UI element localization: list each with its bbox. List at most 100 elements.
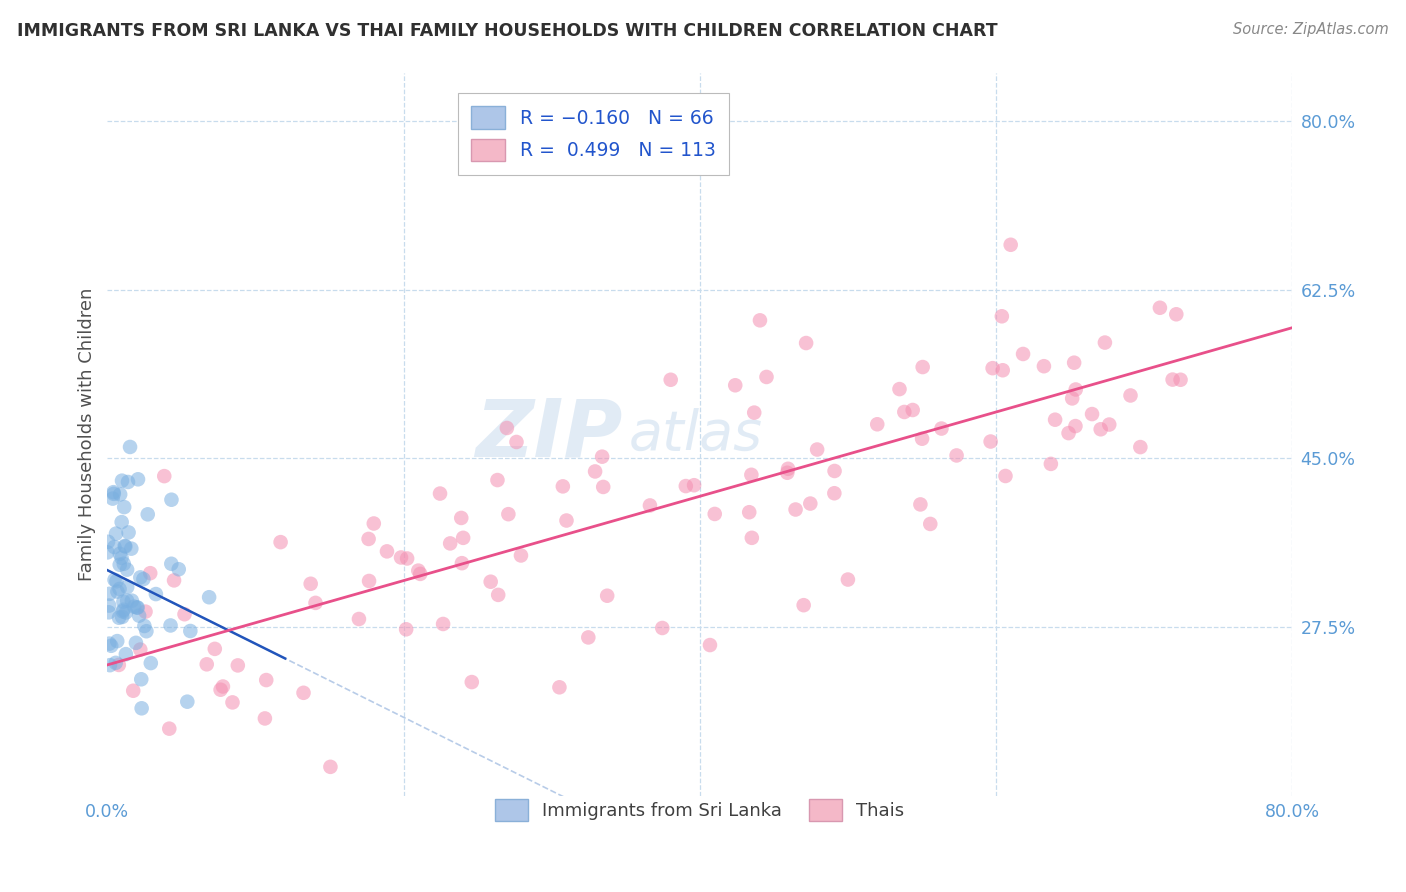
Text: IMMIGRANTS FROM SRI LANKA VS THAI FAMILY HOUSEHOLDS WITH CHILDREN CORRELATION CH: IMMIGRANTS FROM SRI LANKA VS THAI FAMILY… [17, 22, 997, 40]
Point [592, 480, 614, 494]
Point [703, 507, 725, 521]
Point [1057, 426, 1080, 441]
Point [115, 563, 138, 577]
Point [139, 656, 162, 670]
Point [304, 596, 326, 610]
Point [136, 508, 159, 522]
Point [375, 544, 398, 558]
Point [1000, 237, 1022, 252]
Point [347, 612, 370, 626]
Text: Source: ZipAtlas.com: Source: ZipAtlas.com [1233, 22, 1389, 37]
Point [112, 557, 135, 571]
Point [357, 574, 380, 588]
Point [128, 608, 150, 623]
Point [176, 695, 198, 709]
Point [163, 574, 186, 588]
Point [363, 516, 385, 531]
Point [104, 526, 127, 541]
Point [724, 378, 747, 392]
Point [112, 594, 135, 608]
Point [439, 536, 461, 550]
Point [111, 515, 134, 529]
Point [911, 432, 934, 446]
Point [105, 634, 128, 648]
Point [749, 313, 772, 327]
Point [591, 450, 613, 464]
Point [991, 310, 1014, 324]
Point [1170, 373, 1192, 387]
Point [160, 557, 183, 571]
Point [755, 370, 778, 384]
Point [122, 683, 145, 698]
Point [451, 556, 474, 570]
Point [548, 680, 571, 694]
Point [432, 617, 454, 632]
Point [159, 618, 181, 632]
Point [461, 675, 484, 690]
Point [179, 624, 201, 638]
Point [253, 711, 276, 725]
Point [120, 541, 142, 556]
Point [96, 545, 118, 559]
Point [112, 500, 135, 514]
Point [160, 492, 183, 507]
Point [1098, 417, 1121, 432]
Point [396, 551, 419, 566]
Point [98, 637, 121, 651]
Point [173, 607, 195, 622]
Point [167, 562, 190, 576]
Point [111, 474, 134, 488]
Point [112, 603, 135, 617]
Point [221, 695, 243, 709]
Point [1129, 440, 1152, 454]
Point [429, 486, 451, 500]
Point [153, 469, 176, 483]
Point [510, 549, 533, 563]
Point [105, 574, 128, 589]
Point [115, 606, 138, 620]
Point [1081, 407, 1104, 421]
Point [108, 547, 131, 561]
Point [1043, 413, 1066, 427]
Point [451, 531, 474, 545]
Point [806, 442, 828, 457]
Point [97, 605, 120, 619]
Point [100, 639, 122, 653]
Point [115, 647, 138, 661]
Point [108, 657, 131, 672]
Point [103, 485, 125, 500]
Point [994, 469, 1017, 483]
Point [893, 405, 915, 419]
Point [1062, 392, 1084, 406]
Point [823, 486, 845, 500]
Point [776, 466, 799, 480]
Point [583, 465, 606, 479]
Point [981, 361, 1004, 376]
Point [742, 406, 765, 420]
Point [945, 449, 967, 463]
Point [108, 582, 131, 596]
Point [125, 636, 148, 650]
Point [901, 403, 924, 417]
Point [103, 487, 125, 501]
Point [157, 722, 180, 736]
Point [740, 467, 762, 482]
Point [910, 497, 932, 511]
Point [683, 478, 706, 492]
Point [121, 593, 143, 607]
Point [699, 638, 721, 652]
Point [785, 502, 807, 516]
Point [931, 421, 953, 435]
Point [101, 491, 124, 506]
Point [129, 570, 152, 584]
Point [108, 487, 131, 501]
Point [1032, 359, 1054, 374]
Point [837, 573, 859, 587]
Point [118, 440, 141, 454]
Point [114, 540, 136, 554]
Point [122, 599, 145, 614]
Point [980, 434, 1002, 449]
Point [389, 550, 412, 565]
Point [555, 514, 578, 528]
Point [486, 588, 509, 602]
